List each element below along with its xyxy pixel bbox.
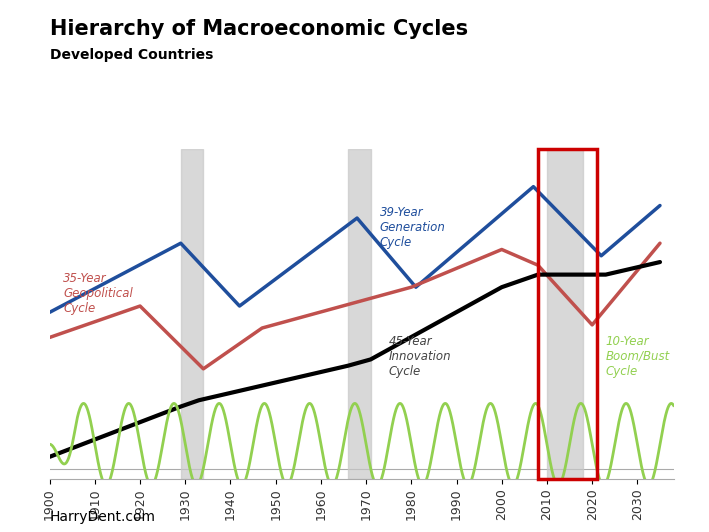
Text: 35-Year
Geopolitical
Cycle: 35-Year Geopolitical Cycle [63,272,133,315]
Text: HarryDent.com: HarryDent.com [50,510,156,524]
Bar [547,149,583,479]
Text: 10-Year
Boom/Bust
Cycle: 10-Year Boom/Bust Cycle [605,335,670,378]
Bar [348,149,371,479]
Text: 45-Year
Innovation
Cycle: 45-Year Innovation Cycle [389,335,452,378]
Bar [181,149,203,479]
Text: 39-Year
Generation
Cycle: 39-Year Generation Cycle [380,206,445,249]
Bar [538,149,597,479]
Text: Developed Countries: Developed Countries [50,48,213,62]
Text: Hierarchy of Macroeconomic Cycles: Hierarchy of Macroeconomic Cycles [50,19,468,39]
